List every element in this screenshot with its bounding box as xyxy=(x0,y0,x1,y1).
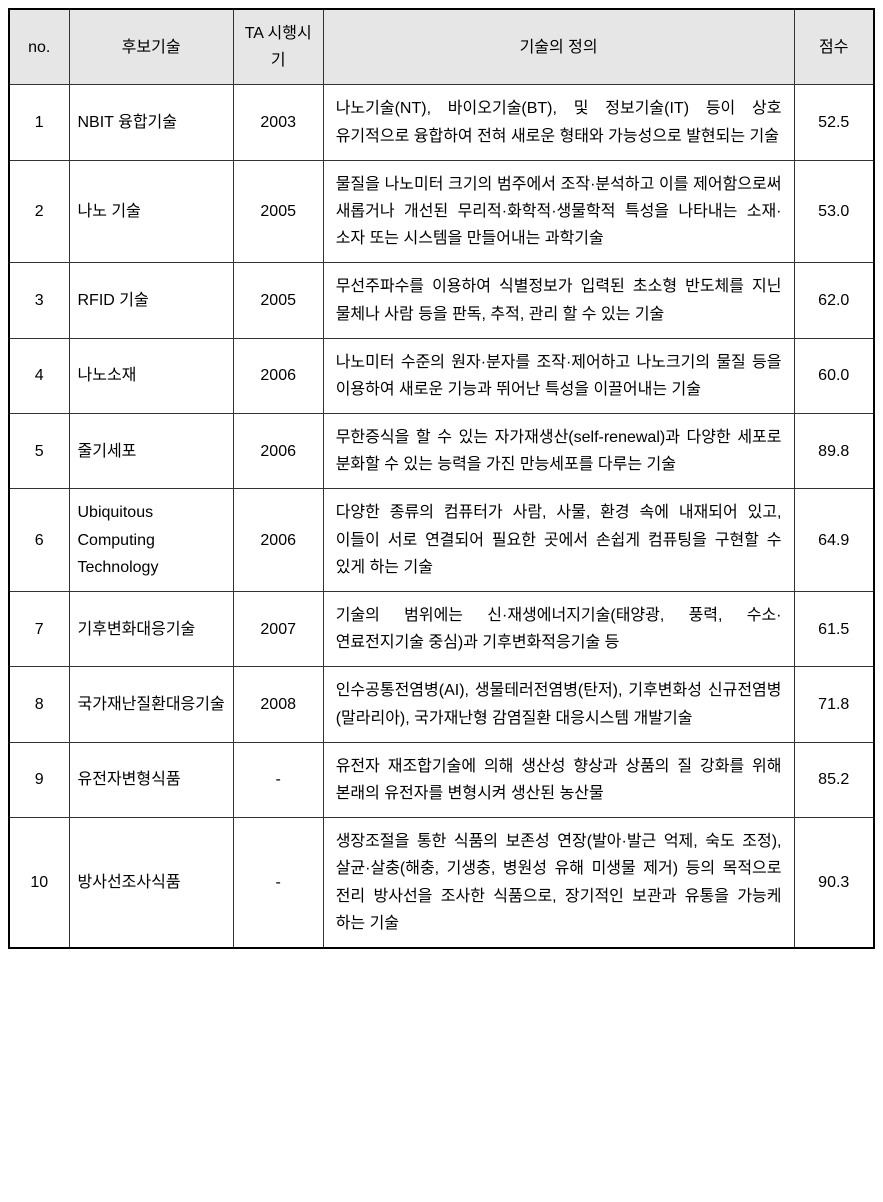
table-header-row: no. 후보기술 TA 시행시기 기술의 정의 점수 xyxy=(9,9,874,85)
cell-tech: 나노소재 xyxy=(69,338,233,413)
cell-score: 60.0 xyxy=(794,338,874,413)
cell-no: 3 xyxy=(9,263,69,338)
cell-no: 2 xyxy=(9,160,69,263)
cell-year: 2003 xyxy=(233,85,323,160)
cell-no: 7 xyxy=(9,592,69,667)
cell-year: 2005 xyxy=(233,160,323,263)
cell-score: 89.8 xyxy=(794,414,874,489)
cell-no: 6 xyxy=(9,489,69,592)
cell-tech: 줄기세포 xyxy=(69,414,233,489)
cell-year: - xyxy=(233,742,323,817)
cell-score: 53.0 xyxy=(794,160,874,263)
table-row: 3RFID 기술2005무선주파수를 이용하여 식별정보가 입력된 초소형 반도… xyxy=(9,263,874,338)
header-year: TA 시행시기 xyxy=(233,9,323,85)
cell-tech: NBIT 융합기술 xyxy=(69,85,233,160)
cell-no: 8 xyxy=(9,667,69,742)
cell-year: 2006 xyxy=(233,414,323,489)
cell-year: 2006 xyxy=(233,489,323,592)
cell-tech: 방사선조사식품 xyxy=(69,818,233,948)
cell-tech: 기후변화대응기술 xyxy=(69,592,233,667)
table-body: 1NBIT 융합기술2003나노기술(NT), 바이오기술(BT), 및 정보기… xyxy=(9,85,874,948)
header-tech: 후보기술 xyxy=(69,9,233,85)
cell-score: 85.2 xyxy=(794,742,874,817)
cell-no: 10 xyxy=(9,818,69,948)
table-row: 10방사선조사식품-생장조절을 통한 식품의 보존성 연장(발아·발근 억제, … xyxy=(9,818,874,948)
cell-year: 2006 xyxy=(233,338,323,413)
cell-tech: 나노 기술 xyxy=(69,160,233,263)
cell-def: 다양한 종류의 컴퓨터가 사람, 사물, 환경 속에 내재되어 있고, 이들이 … xyxy=(323,489,794,592)
header-no: no. xyxy=(9,9,69,85)
table-row: 6Ubiquitous Computing Technology2006다양한 … xyxy=(9,489,874,592)
cell-score: 52.5 xyxy=(794,85,874,160)
cell-tech: Ubiquitous Computing Technology xyxy=(69,489,233,592)
cell-no: 1 xyxy=(9,85,69,160)
table-row: 2나노 기술2005물질을 나노미터 크기의 범주에서 조작·분석하고 이를 제… xyxy=(9,160,874,263)
cell-tech: 국가재난질환대응기술 xyxy=(69,667,233,742)
cell-def: 나노미터 수준의 원자·분자를 조작·제어하고 나노크기의 물질 등을 이용하여… xyxy=(323,338,794,413)
technology-table: no. 후보기술 TA 시행시기 기술의 정의 점수 1NBIT 융합기술200… xyxy=(8,8,875,949)
cell-score: 64.9 xyxy=(794,489,874,592)
cell-def: 인수공통전염병(AI), 생물테러전염병(탄저), 기후변화성 신규전염병(말라… xyxy=(323,667,794,742)
cell-tech: RFID 기술 xyxy=(69,263,233,338)
table-row: 1NBIT 융합기술2003나노기술(NT), 바이오기술(BT), 및 정보기… xyxy=(9,85,874,160)
table-row: 7기후변화대응기술2007기술의 범위에는 신·재생에너지기술(태양광, 풍력,… xyxy=(9,592,874,667)
cell-no: 4 xyxy=(9,338,69,413)
cell-tech: 유전자변형식품 xyxy=(69,742,233,817)
cell-def: 생장조절을 통한 식품의 보존성 연장(발아·발근 억제, 숙도 조정), 살균… xyxy=(323,818,794,948)
cell-def: 기술의 범위에는 신·재생에너지기술(태양광, 풍력, 수소·연료전지기술 중심… xyxy=(323,592,794,667)
cell-score: 90.3 xyxy=(794,818,874,948)
table-row: 8국가재난질환대응기술2008인수공통전염병(AI), 생물테러전염병(탄저),… xyxy=(9,667,874,742)
cell-def: 유전자 재조합기술에 의해 생산성 향상과 상품의 질 강화를 위해 본래의 유… xyxy=(323,742,794,817)
header-score: 점수 xyxy=(794,9,874,85)
cell-year: 2007 xyxy=(233,592,323,667)
header-def: 기술의 정의 xyxy=(323,9,794,85)
table-row: 4나노소재2006나노미터 수준의 원자·분자를 조작·제어하고 나노크기의 물… xyxy=(9,338,874,413)
cell-score: 71.8 xyxy=(794,667,874,742)
cell-def: 무한증식을 할 수 있는 자가재생산(self-renewal)과 다양한 세포… xyxy=(323,414,794,489)
cell-no: 9 xyxy=(9,742,69,817)
cell-def: 물질을 나노미터 크기의 범주에서 조작·분석하고 이를 제어함으로써 새롭거나… xyxy=(323,160,794,263)
table-row: 9유전자변형식품-유전자 재조합기술에 의해 생산성 향상과 상품의 질 강화를… xyxy=(9,742,874,817)
cell-year: 2008 xyxy=(233,667,323,742)
cell-no: 5 xyxy=(9,414,69,489)
cell-year: 2005 xyxy=(233,263,323,338)
cell-score: 61.5 xyxy=(794,592,874,667)
cell-def: 무선주파수를 이용하여 식별정보가 입력된 초소형 반도체를 지닌 물체나 사람… xyxy=(323,263,794,338)
cell-score: 62.0 xyxy=(794,263,874,338)
cell-def: 나노기술(NT), 바이오기술(BT), 및 정보기술(IT) 등이 상호 유기… xyxy=(323,85,794,160)
table-row: 5줄기세포2006무한증식을 할 수 있는 자가재생산(self-renewal… xyxy=(9,414,874,489)
cell-year: - xyxy=(233,818,323,948)
